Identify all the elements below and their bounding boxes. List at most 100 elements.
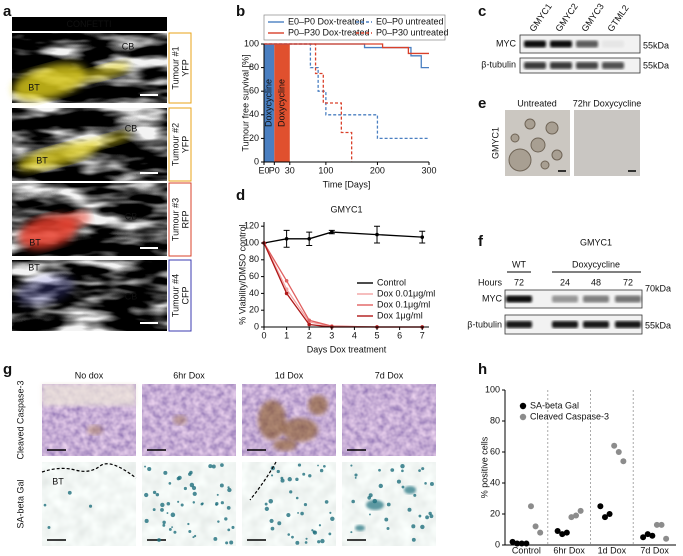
sa-gal-dot <box>220 463 224 467</box>
y-tick-label: 40 <box>249 109 259 119</box>
size-marker: 55kDa <box>643 40 669 50</box>
y-tick-label: 100 <box>244 237 259 247</box>
sa-gal-dot <box>367 495 372 500</box>
sa-gal-dot <box>170 512 176 518</box>
colony <box>508 148 532 172</box>
data-point <box>509 538 516 545</box>
sa-gal-dot <box>311 529 314 532</box>
sa-gal-dot <box>317 464 319 467</box>
data-point <box>601 514 608 521</box>
sa-gal-dot <box>350 531 353 534</box>
sa-gal-dot <box>424 482 427 485</box>
caspase-stain <box>273 439 297 451</box>
sa-gal-dot <box>302 472 306 476</box>
data-point <box>307 322 312 327</box>
legend-label: E0–P0 Dox-treated <box>288 16 365 26</box>
tumour-box <box>168 182 192 257</box>
brightfield <box>574 110 640 176</box>
row-label: Cleaved Caspase-3 <box>15 380 25 459</box>
blot-band <box>506 295 532 303</box>
data-point <box>611 442 618 449</box>
sa-gal-dot <box>155 492 160 497</box>
size-marker: 70kDa <box>645 283 671 293</box>
column-label: 6hr Dox <box>173 370 205 380</box>
y-tick-label: 60 <box>249 271 259 281</box>
sa-gal-dot <box>168 528 172 531</box>
x-tick-label: 6hr Dox <box>553 545 585 555</box>
data-point <box>284 291 289 296</box>
sa-gal-dot <box>429 514 434 519</box>
row-label: MYC <box>496 38 517 48</box>
sa-gal-dot <box>323 464 326 468</box>
sa-gal-dot <box>177 475 182 480</box>
sa-gal-dot <box>88 504 93 508</box>
sa-gal-dot <box>300 511 304 516</box>
fluorescence <box>15 274 75 306</box>
sa-gal-dot <box>144 492 149 498</box>
sa-gal-dot <box>295 496 299 500</box>
sa-gal-dot <box>160 508 164 512</box>
cell-line-label: GMYC1 <box>490 127 500 159</box>
legend-label: Cleaved Caspase-3 <box>530 411 609 421</box>
reporter-label: RFP <box>180 211 190 229</box>
x-axis-label: Days Dox treatment <box>307 344 387 354</box>
caspase-stain <box>258 400 286 440</box>
data-point <box>658 521 665 528</box>
panel-label: g <box>3 361 12 378</box>
sa-gal-dot <box>192 491 197 496</box>
sa-gal-dot <box>295 477 299 482</box>
sa-gal-dot <box>264 502 268 506</box>
group-label: Doxycycline <box>572 259 620 269</box>
sa-gal-dot <box>166 502 171 506</box>
sa-gal-dot <box>270 526 275 531</box>
lane-label: GMYC2 <box>553 2 580 34</box>
x-tick-label: 300 <box>421 165 436 175</box>
y-tick-label: 40 <box>490 477 500 487</box>
fluorescence <box>79 62 131 82</box>
blot-band <box>552 321 578 328</box>
y-axis-label: % positive cells <box>479 436 489 498</box>
sa-gal-dot <box>229 540 234 545</box>
fluorescence <box>88 131 132 149</box>
x-tick-label: Control <box>512 545 541 555</box>
legend-label: E0–P0 untreated <box>376 16 444 26</box>
legend-marker <box>519 413 527 421</box>
sa-gal-dot <box>144 465 147 468</box>
sa-gal-dot <box>280 478 285 483</box>
hours-label: Hours <box>478 277 503 287</box>
sa-gal-dot <box>144 518 149 523</box>
band-label: Doxycycline <box>276 79 286 127</box>
sa-gal-dot <box>287 533 291 536</box>
sa-gal-dot <box>384 517 389 522</box>
group-label: WT <box>512 259 526 269</box>
tumour-box <box>168 107 192 182</box>
sa-gal-dot <box>171 526 174 529</box>
region-label: CB <box>125 291 138 301</box>
sa-gal-dot <box>188 472 192 476</box>
size-marker: 55kDa <box>643 60 669 70</box>
sa-gal-dot <box>401 485 405 489</box>
sa-gal-dot <box>378 468 381 472</box>
sa-gal-dot <box>312 530 318 535</box>
data-point <box>527 503 534 510</box>
column-label: No dox <box>75 370 104 380</box>
data-point <box>554 528 561 535</box>
sa-gal-dot <box>160 502 165 508</box>
x-tick-label: 30 <box>285 165 295 175</box>
blot-band <box>576 62 598 69</box>
sa-gal-dot <box>329 511 332 514</box>
sa-gal-dot <box>192 486 197 491</box>
y-tick-label: 20 <box>490 508 500 518</box>
data-point <box>649 532 656 539</box>
sa-gal-dot <box>163 470 168 475</box>
sa-gal-dot <box>418 469 421 473</box>
fluorescence <box>59 211 91 229</box>
sa-gal-dot <box>396 479 401 484</box>
sa-gal-dot <box>269 518 274 524</box>
colony <box>551 149 563 161</box>
sa-gal-dot <box>180 503 184 507</box>
tumour-label: Tumour #3 <box>170 198 180 241</box>
sa-gal-dot <box>324 500 329 504</box>
